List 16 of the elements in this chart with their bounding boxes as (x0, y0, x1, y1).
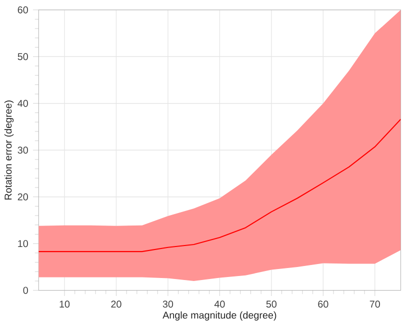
y-tick-label: 10 (18, 240, 28, 248)
x-tick-label: 30 (162, 300, 174, 308)
y-tick-label: 40 (18, 100, 28, 107)
x-tick-label: 20 (111, 300, 122, 308)
x-tick-label: 40 (214, 300, 225, 308)
y-tick-label: 50 (18, 53, 28, 60)
x-tick-label: 70 (370, 300, 380, 308)
y-tick-label: 0 (23, 286, 28, 294)
y-axis-title: Rotation error (degree) (4, 100, 14, 200)
y-tick-label: 20 (18, 193, 28, 200)
y-tick-label: 30 (18, 146, 28, 154)
x-tick-label: 60 (318, 300, 328, 308)
x-axis-title: Angle magnitude (degree) (162, 311, 276, 321)
y-tick-label: 60 (18, 6, 28, 14)
x-tick-label: 50 (266, 300, 277, 308)
x-tick-label: 10 (60, 300, 70, 308)
